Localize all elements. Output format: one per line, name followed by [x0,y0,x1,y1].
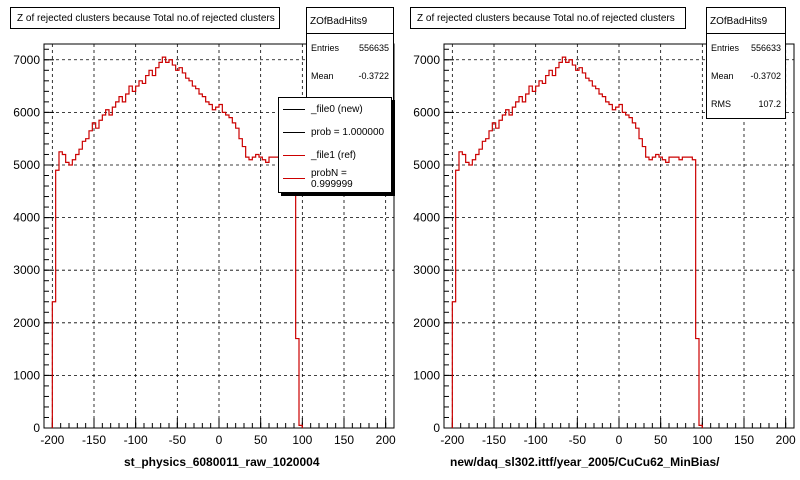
left-stats-entries-label: Entries [311,43,340,53]
y-tick-label: 3000 [13,263,40,277]
x-tick-label: 150 [334,433,354,447]
x-tick-label: -200 [440,433,464,447]
x-tick-label: 0 [616,433,623,447]
right-histogram-chart: -200 -150 -100 -50 0 50 100 150 2000100020003000… [413,43,796,447]
y-tick-label: 2000 [413,316,440,330]
x-tick-label: 200 [376,433,396,447]
y-tick-label: 1000 [13,368,40,382]
y-tick-label: 0 [33,421,40,435]
right-x-axis-label: new/daq_sl302.ittf/year_2005/CuCu62_MinB… [450,455,720,469]
right-histogram-pad: -200 -150 -100 -50 0 50 100 150 200 0 1000 2000 3000… [400,0,800,480]
x-tick-label: -150 [82,433,106,447]
y-tick-label: 4000 [13,211,40,225]
right-stats-rms-label: RMS [711,99,731,109]
right-stats-box: ZOfBadHits9 Entries 556633 Mean -0.3702 … [706,7,786,119]
y-tick-label: 5000 [13,158,40,172]
x-tick-label: 50 [254,433,268,447]
y-tick-label: 7000 [13,53,40,67]
x-tick-label: -100 [524,433,548,447]
y-tick-label: 6000 [13,105,40,119]
right-stats-mean-row: Mean -0.3702 [707,62,785,90]
left-stats-entries-value: 556635 [358,43,389,53]
legend-label-probn: probN = 0.999999 [311,167,353,190]
x-tick-label: 100 [292,433,312,447]
legend-item-prob: prob = 1.000000 [279,121,391,144]
legend-line-prob [283,132,305,133]
right-stats-entries-label: Entries [711,43,740,53]
legend-line-file1 [283,155,305,156]
y-tick-label: 1000 [413,368,440,382]
left-stats-mean-label: Mean [311,71,334,81]
legend-line-probn [283,178,305,179]
right-stats-entries-value: 556633 [750,43,781,53]
right-stats-name: ZOfBadHits9 [707,8,785,34]
left-histogram-pad: -200 -150 -100 -50 0 50 100 150 200 0 1000 2000 3000… [10,7,396,469]
y-tick-label: 4000 [413,211,440,225]
y-tick-label: 7000 [413,53,440,67]
x-tick-label: -200 [40,433,64,447]
right-chart-title: Z of rejected clusters because Total no.… [410,7,686,29]
y-tick-label: 5000 [413,158,440,172]
left-chart-title: Z of rejected clusters because Total no.… [10,7,280,29]
x-tick-label: -50 [569,433,587,447]
legend-label-file1: _file1 (ref) [311,150,357,161]
x-tick-label: 100 [692,433,712,447]
left-stats-name: ZOfBadHits9 [307,8,393,34]
x-tick-label: -150 [482,433,506,447]
y-tick-label: 6000 [413,105,440,119]
histogram-series-line [51,56,303,428]
left-x-axis-label: st_physics_6080011_raw_1020004 [124,455,320,469]
legend-label-prob: prob = 1.000000 [311,127,385,138]
y-tick-label: 2000 [13,316,40,330]
x-tick-label: 200 [776,433,796,447]
legend-item-file0: _file0 (new) [279,98,391,121]
x-tick-label: -50 [169,433,187,447]
right-stats-mean-value: -0.3702 [750,71,781,81]
legend-line-file0 [283,109,305,110]
x-tick-label: 50 [654,433,668,447]
y-tick-label: 3000 [413,263,440,277]
legend-label-file0: _file0 (new) [311,104,363,115]
left-stats-mean-value: -0.3722 [358,71,389,81]
right-stats-entries-row: Entries 556633 [707,34,785,62]
x-tick-label: -100 [124,433,148,447]
right-stats-rms-row: RMS 107.2 [707,90,785,118]
left-legend: _file0 (new) prob = 1.000000 _file1 (ref… [278,97,392,193]
y-tick-label: 0 [433,421,440,435]
left-stats-entries-row: Entries 556635 [307,34,393,62]
legend-item-file1: _file1 (ref) [279,144,391,167]
left-stats-mean-row: Mean -0.3722 [307,62,393,90]
x-tick-label: 150 [734,433,754,447]
right-stats-mean-label: Mean [711,71,734,81]
histogram-series-line [451,56,703,428]
legend-item-probn: probN = 0.999999 [279,167,391,190]
right-stats-rms-value: 107.2 [758,99,781,109]
left-histogram-chart: -200 -150 -100 -50 0 50 100 150 2000100020003000… [13,43,396,447]
x-tick-label: 0 [216,433,223,447]
left-stats-box: ZOfBadHits9 Entries 556635 Mean -0.3722 [306,7,394,105]
